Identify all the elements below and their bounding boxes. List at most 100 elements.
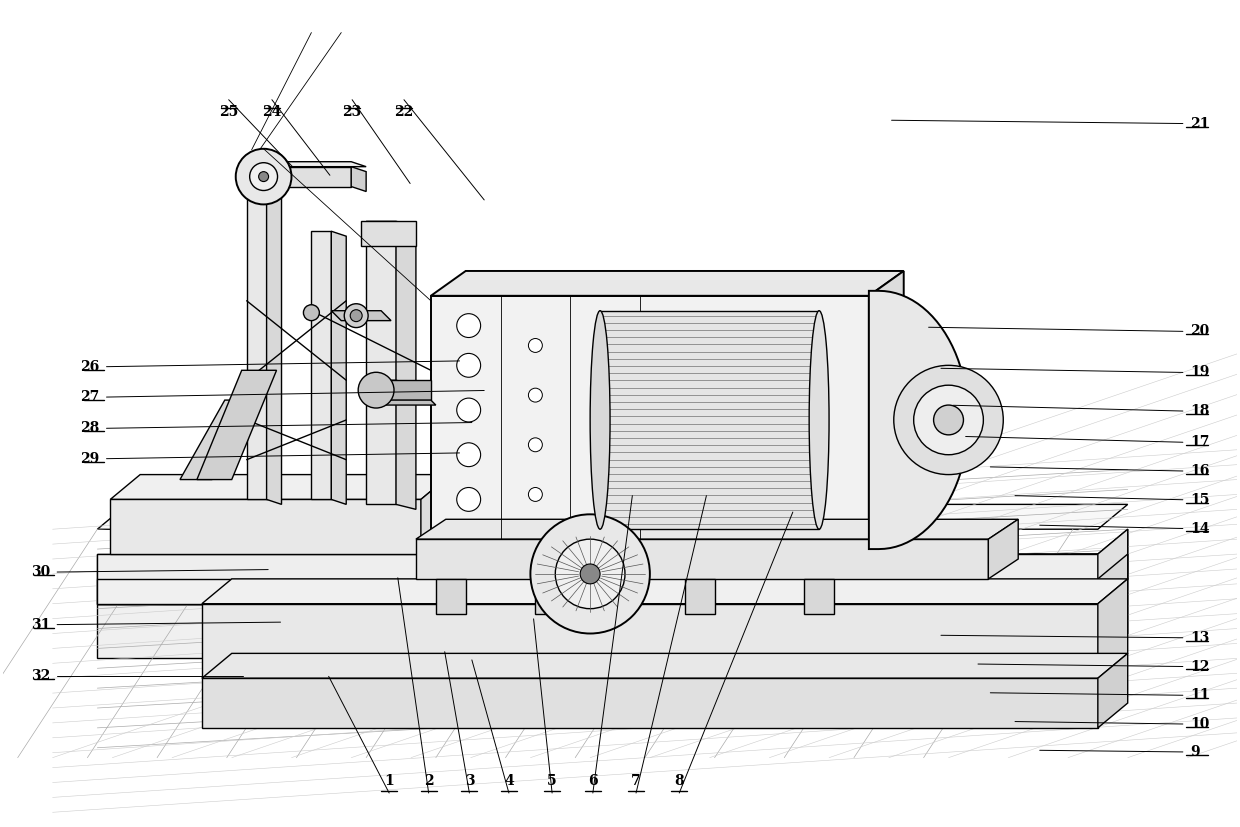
Polygon shape <box>98 554 1127 579</box>
Polygon shape <box>430 271 904 296</box>
Polygon shape <box>311 232 331 500</box>
Circle shape <box>456 398 481 422</box>
Circle shape <box>456 487 481 511</box>
Circle shape <box>934 405 963 435</box>
Circle shape <box>580 564 600 584</box>
Polygon shape <box>202 678 1097 728</box>
Polygon shape <box>98 554 1127 579</box>
Polygon shape <box>396 227 415 509</box>
Circle shape <box>259 172 269 182</box>
Text: 29: 29 <box>81 452 99 466</box>
Text: 5: 5 <box>547 774 557 788</box>
Polygon shape <box>110 475 451 500</box>
Text: 16: 16 <box>1190 464 1209 478</box>
Text: 10: 10 <box>1190 717 1209 731</box>
Polygon shape <box>1097 529 1127 604</box>
Text: 21: 21 <box>1190 117 1209 131</box>
Text: 17: 17 <box>1190 435 1209 449</box>
Circle shape <box>350 309 362 322</box>
Polygon shape <box>415 519 1018 539</box>
Polygon shape <box>331 232 346 504</box>
Polygon shape <box>98 579 1097 604</box>
Polygon shape <box>247 172 267 500</box>
Polygon shape <box>366 227 396 504</box>
Polygon shape <box>1097 579 1127 678</box>
Circle shape <box>456 353 481 377</box>
Circle shape <box>914 385 983 455</box>
Text: 25: 25 <box>219 105 238 119</box>
Polygon shape <box>267 172 281 504</box>
Text: 24: 24 <box>262 105 281 119</box>
Circle shape <box>236 149 291 204</box>
Polygon shape <box>202 653 1127 678</box>
Text: 31: 31 <box>31 618 50 632</box>
Polygon shape <box>361 222 415 246</box>
Polygon shape <box>242 167 351 187</box>
Text: 8: 8 <box>675 774 684 788</box>
Polygon shape <box>536 579 565 614</box>
Text: 2: 2 <box>424 774 434 788</box>
Text: 13: 13 <box>1190 631 1209 645</box>
Text: 14: 14 <box>1190 522 1209 536</box>
Polygon shape <box>430 296 869 539</box>
Text: 23: 23 <box>342 105 362 119</box>
Polygon shape <box>180 400 257 480</box>
Polygon shape <box>98 554 1097 604</box>
Text: 22: 22 <box>394 105 414 119</box>
Circle shape <box>528 388 542 402</box>
Text: 4: 4 <box>503 774 513 788</box>
Polygon shape <box>202 604 1097 678</box>
Text: 6: 6 <box>588 774 598 788</box>
Text: 3: 3 <box>465 774 474 788</box>
Polygon shape <box>366 380 415 385</box>
Circle shape <box>249 163 278 190</box>
Circle shape <box>894 366 1003 475</box>
Polygon shape <box>1097 554 1127 604</box>
Text: 19: 19 <box>1190 366 1209 380</box>
Text: 1: 1 <box>384 774 394 788</box>
Polygon shape <box>988 519 1018 579</box>
Circle shape <box>528 338 542 352</box>
Circle shape <box>456 442 481 466</box>
Circle shape <box>345 304 368 327</box>
Text: 26: 26 <box>81 360 99 374</box>
Polygon shape <box>435 579 466 614</box>
Text: 20: 20 <box>1190 324 1209 338</box>
Text: 32: 32 <box>31 669 50 683</box>
Ellipse shape <box>590 311 610 529</box>
Polygon shape <box>869 271 904 539</box>
Text: 12: 12 <box>1190 659 1209 673</box>
Ellipse shape <box>810 311 830 529</box>
Polygon shape <box>98 554 1097 604</box>
Polygon shape <box>805 579 835 614</box>
Circle shape <box>531 514 650 633</box>
Polygon shape <box>1097 529 1127 604</box>
Circle shape <box>304 304 320 321</box>
Polygon shape <box>202 579 1127 604</box>
Circle shape <box>456 313 481 337</box>
Circle shape <box>556 539 625 609</box>
Text: 27: 27 <box>81 390 99 404</box>
Text: 11: 11 <box>1190 688 1209 702</box>
Polygon shape <box>351 167 366 192</box>
Text: 28: 28 <box>81 421 99 435</box>
Polygon shape <box>197 370 277 480</box>
Polygon shape <box>366 222 415 227</box>
Polygon shape <box>110 500 420 554</box>
Polygon shape <box>600 311 820 529</box>
Text: 7: 7 <box>631 774 641 788</box>
Circle shape <box>358 372 394 408</box>
Polygon shape <box>869 291 968 549</box>
Polygon shape <box>420 475 451 554</box>
Text: 30: 30 <box>31 565 50 579</box>
Polygon shape <box>98 604 1097 658</box>
Circle shape <box>528 487 542 501</box>
Text: 18: 18 <box>1190 404 1209 418</box>
Polygon shape <box>376 400 435 405</box>
Polygon shape <box>1097 579 1127 658</box>
Text: 9: 9 <box>1190 745 1199 759</box>
Polygon shape <box>1097 653 1127 728</box>
Polygon shape <box>415 539 988 579</box>
Text: 15: 15 <box>1190 493 1209 507</box>
Polygon shape <box>98 504 1127 529</box>
